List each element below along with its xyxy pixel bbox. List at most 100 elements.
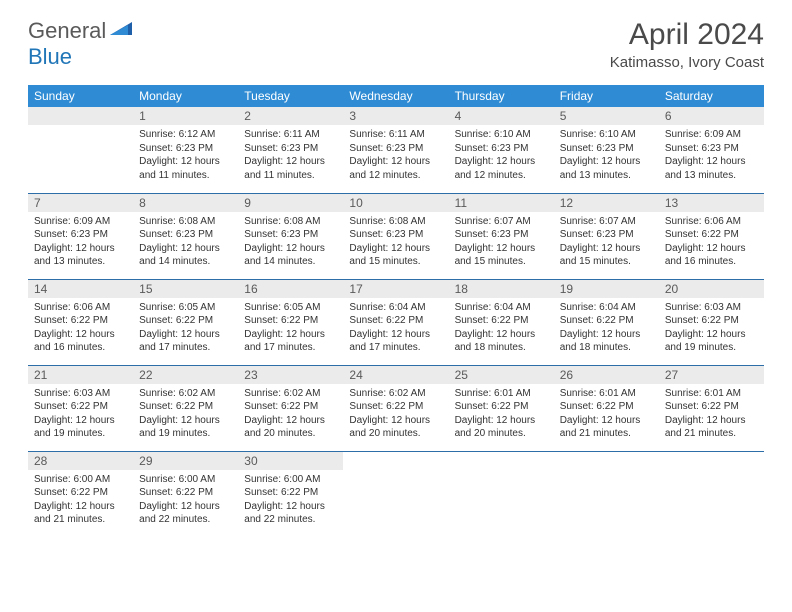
- day-cell: 2Sunrise: 6:11 AMSunset: 6:23 PMDaylight…: [238, 107, 343, 193]
- day-cell: 26Sunrise: 6:01 AMSunset: 6:22 PMDayligh…: [554, 365, 659, 451]
- sunset-text: Sunset: 6:22 PM: [349, 314, 442, 328]
- daylight-text: Daylight: 12 hours and 14 minutes.: [244, 242, 337, 269]
- sunset-text: Sunset: 6:22 PM: [560, 314, 653, 328]
- daylight-text: Daylight: 12 hours and 19 minutes.: [139, 414, 232, 441]
- day-body: Sunrise: 6:00 AMSunset: 6:22 PMDaylight:…: [28, 470, 133, 533]
- day-cell: 14Sunrise: 6:06 AMSunset: 6:22 PMDayligh…: [28, 279, 133, 365]
- sunrise-text: Sunrise: 6:10 AM: [560, 128, 653, 142]
- day-number: 14: [28, 280, 133, 298]
- day-number: 28: [28, 452, 133, 470]
- day-number: 16: [238, 280, 343, 298]
- day-cell: 9Sunrise: 6:08 AMSunset: 6:23 PMDaylight…: [238, 193, 343, 279]
- sunrise-text: Sunrise: 6:00 AM: [244, 473, 337, 487]
- day-body: Sunrise: 6:07 AMSunset: 6:23 PMDaylight:…: [449, 212, 554, 275]
- day-cell: 18Sunrise: 6:04 AMSunset: 6:22 PMDayligh…: [449, 279, 554, 365]
- day-body: Sunrise: 6:05 AMSunset: 6:22 PMDaylight:…: [133, 298, 238, 361]
- day-number: 6: [659, 107, 764, 125]
- sunset-text: Sunset: 6:22 PM: [349, 400, 442, 414]
- day-number: 17: [343, 280, 448, 298]
- daylight-text: Daylight: 12 hours and 15 minutes.: [349, 242, 442, 269]
- logo-triangle-icon: [110, 19, 132, 40]
- day-body: Sunrise: 6:01 AMSunset: 6:22 PMDaylight:…: [659, 384, 764, 447]
- day-cell: 13Sunrise: 6:06 AMSunset: 6:22 PMDayligh…: [659, 193, 764, 279]
- calendar-week-row: 1Sunrise: 6:12 AMSunset: 6:23 PMDaylight…: [28, 107, 764, 193]
- day-cell: [449, 451, 554, 537]
- daylight-text: Daylight: 12 hours and 17 minutes.: [244, 328, 337, 355]
- daylight-text: Daylight: 12 hours and 17 minutes.: [139, 328, 232, 355]
- day-header: Friday: [554, 85, 659, 107]
- day-cell: 16Sunrise: 6:05 AMSunset: 6:22 PMDayligh…: [238, 279, 343, 365]
- empty-day-bar: [28, 107, 133, 125]
- day-number: 24: [343, 366, 448, 384]
- day-cell: 3Sunrise: 6:11 AMSunset: 6:23 PMDaylight…: [343, 107, 448, 193]
- sunrise-text: Sunrise: 6:02 AM: [139, 387, 232, 401]
- daylight-text: Daylight: 12 hours and 11 minutes.: [139, 155, 232, 182]
- day-cell: 27Sunrise: 6:01 AMSunset: 6:22 PMDayligh…: [659, 365, 764, 451]
- day-number: 4: [449, 107, 554, 125]
- sunset-text: Sunset: 6:22 PM: [665, 400, 758, 414]
- day-body: Sunrise: 6:06 AMSunset: 6:22 PMDaylight:…: [28, 298, 133, 361]
- daylight-text: Daylight: 12 hours and 13 minutes.: [560, 155, 653, 182]
- day-body: Sunrise: 6:05 AMSunset: 6:22 PMDaylight:…: [238, 298, 343, 361]
- sunrise-text: Sunrise: 6:04 AM: [455, 301, 548, 315]
- day-number: 2: [238, 107, 343, 125]
- sunset-text: Sunset: 6:22 PM: [244, 314, 337, 328]
- sunrise-text: Sunrise: 6:04 AM: [560, 301, 653, 315]
- sunrise-text: Sunrise: 6:07 AM: [560, 215, 653, 229]
- logo: General: [28, 18, 134, 44]
- day-body: Sunrise: 6:10 AMSunset: 6:23 PMDaylight:…: [449, 125, 554, 188]
- day-header: Wednesday: [343, 85, 448, 107]
- sunset-text: Sunset: 6:22 PM: [455, 400, 548, 414]
- daylight-text: Daylight: 12 hours and 13 minutes.: [34, 242, 127, 269]
- sunrise-text: Sunrise: 6:03 AM: [34, 387, 127, 401]
- header: General April 2024 Katimasso, Ivory Coas…: [0, 0, 792, 77]
- logo-text-general: General: [28, 18, 106, 44]
- sunset-text: Sunset: 6:23 PM: [139, 228, 232, 242]
- day-cell: 29Sunrise: 6:00 AMSunset: 6:22 PMDayligh…: [133, 451, 238, 537]
- daylight-text: Daylight: 12 hours and 13 minutes.: [665, 155, 758, 182]
- day-cell: 28Sunrise: 6:00 AMSunset: 6:22 PMDayligh…: [28, 451, 133, 537]
- day-cell: 1Sunrise: 6:12 AMSunset: 6:23 PMDaylight…: [133, 107, 238, 193]
- sunset-text: Sunset: 6:22 PM: [139, 314, 232, 328]
- sunset-text: Sunset: 6:22 PM: [34, 314, 127, 328]
- daylight-text: Daylight: 12 hours and 22 minutes.: [244, 500, 337, 527]
- sunset-text: Sunset: 6:22 PM: [665, 314, 758, 328]
- daylight-text: Daylight: 12 hours and 21 minutes.: [665, 414, 758, 441]
- sunrise-text: Sunrise: 6:10 AM: [455, 128, 548, 142]
- header-right: April 2024 Katimasso, Ivory Coast: [610, 18, 764, 71]
- day-number: 23: [238, 366, 343, 384]
- day-cell: 8Sunrise: 6:08 AMSunset: 6:23 PMDaylight…: [133, 193, 238, 279]
- day-number: 19: [554, 280, 659, 298]
- daylight-text: Daylight: 12 hours and 20 minutes.: [455, 414, 548, 441]
- calendar-week-row: 21Sunrise: 6:03 AMSunset: 6:22 PMDayligh…: [28, 365, 764, 451]
- location-text: Katimasso, Ivory Coast: [610, 54, 764, 71]
- day-body: Sunrise: 6:02 AMSunset: 6:22 PMDaylight:…: [133, 384, 238, 447]
- sunrise-text: Sunrise: 6:06 AM: [665, 215, 758, 229]
- day-cell: 22Sunrise: 6:02 AMSunset: 6:22 PMDayligh…: [133, 365, 238, 451]
- sunset-text: Sunset: 6:23 PM: [560, 142, 653, 156]
- sunrise-text: Sunrise: 6:08 AM: [349, 215, 442, 229]
- day-body: Sunrise: 6:08 AMSunset: 6:23 PMDaylight:…: [343, 212, 448, 275]
- sunrise-text: Sunrise: 6:11 AM: [244, 128, 337, 142]
- daylight-text: Daylight: 12 hours and 21 minutes.: [560, 414, 653, 441]
- day-number: 29: [133, 452, 238, 470]
- calendar-week-row: 28Sunrise: 6:00 AMSunset: 6:22 PMDayligh…: [28, 451, 764, 537]
- day-header: Monday: [133, 85, 238, 107]
- day-number: 18: [449, 280, 554, 298]
- daylight-text: Daylight: 12 hours and 11 minutes.: [244, 155, 337, 182]
- sunrise-text: Sunrise: 6:05 AM: [244, 301, 337, 315]
- day-cell: 5Sunrise: 6:10 AMSunset: 6:23 PMDaylight…: [554, 107, 659, 193]
- calendar-week-row: 14Sunrise: 6:06 AMSunset: 6:22 PMDayligh…: [28, 279, 764, 365]
- day-cell: [659, 451, 764, 537]
- day-cell: 7Sunrise: 6:09 AMSunset: 6:23 PMDaylight…: [28, 193, 133, 279]
- day-number: 3: [343, 107, 448, 125]
- day-body: Sunrise: 6:04 AMSunset: 6:22 PMDaylight:…: [449, 298, 554, 361]
- day-number: 11: [449, 194, 554, 212]
- day-body: Sunrise: 6:11 AMSunset: 6:23 PMDaylight:…: [343, 125, 448, 188]
- sunset-text: Sunset: 6:23 PM: [665, 142, 758, 156]
- day-number: 7: [28, 194, 133, 212]
- day-number: 25: [449, 366, 554, 384]
- sunset-text: Sunset: 6:23 PM: [349, 228, 442, 242]
- day-header: Sunday: [28, 85, 133, 107]
- sunset-text: Sunset: 6:23 PM: [139, 142, 232, 156]
